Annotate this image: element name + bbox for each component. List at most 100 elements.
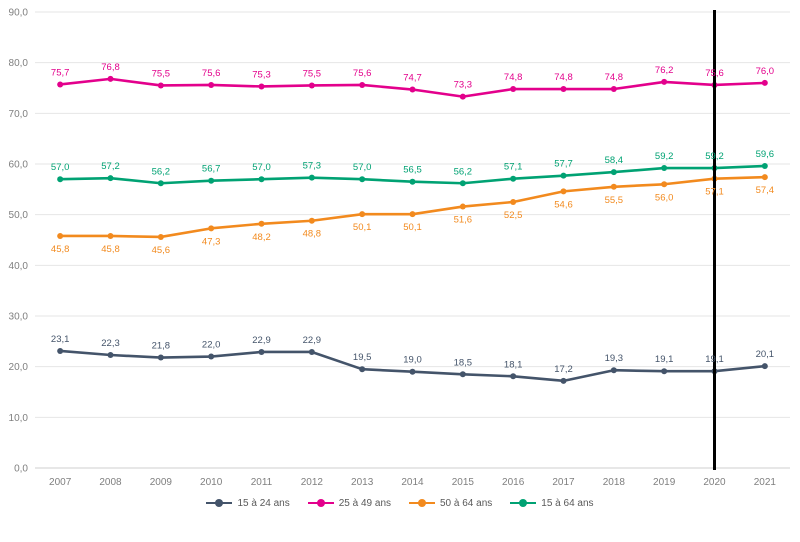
x-tick-label: 2020	[703, 477, 726, 488]
x-tick-label: 2014	[401, 477, 424, 488]
series-1-data-label: 17,2	[554, 364, 573, 375]
series-4-data-label: 57,2	[101, 161, 120, 172]
series-4-data-label: 58,4	[605, 155, 624, 166]
legend-item-2: 25 à 49 ans	[307, 498, 391, 509]
x-tick-label: 2010	[200, 477, 223, 488]
series-3-point	[610, 183, 617, 190]
series-3-point	[761, 174, 768, 181]
series-2-point	[761, 79, 768, 86]
series-3-point	[308, 217, 315, 224]
series-1-point	[57, 347, 64, 354]
y-tick-label: 70,0	[9, 109, 29, 120]
series-2-point	[560, 86, 567, 93]
x-tick-label: 2011	[251, 477, 273, 488]
series-1-point	[157, 354, 164, 361]
series-3-data-label: 47,3	[202, 236, 221, 247]
series-4-point	[308, 174, 315, 181]
y-tick-label: 40,0	[9, 261, 29, 272]
series-3-data-label: 50,1	[403, 222, 422, 233]
series-4-point	[208, 177, 215, 184]
series-2-point	[157, 82, 164, 89]
series-3-data-label: 51,6	[454, 215, 473, 226]
series-2-point	[57, 81, 64, 88]
series-3-point	[107, 232, 114, 239]
series-1-point	[510, 373, 517, 380]
series-1-point	[761, 363, 768, 370]
series-3-data-label: 56,0	[655, 192, 674, 203]
series-1-point	[107, 352, 114, 359]
legend-swatch	[307, 499, 334, 507]
series-4-data-label: 59,2	[655, 151, 674, 162]
series-4-data-label: 56,2	[152, 166, 171, 177]
series-4-data-label: 59,6	[756, 149, 775, 160]
series-2-data-label: 75,5	[152, 68, 171, 79]
series-2-point	[661, 78, 668, 85]
legend-label: 15 à 24 ans	[237, 497, 290, 509]
series-1-data-label: 19,1	[705, 354, 724, 365]
series-1-point	[610, 367, 617, 374]
series-2-point	[409, 86, 416, 93]
series-2-point	[359, 81, 366, 88]
series-1-data-label: 23,1	[51, 334, 70, 345]
series-2-data-label: 75,6	[202, 68, 221, 79]
series-3-point	[157, 233, 164, 240]
x-tick-label: 2015	[452, 477, 475, 488]
series-3-data-label: 57,1	[705, 187, 724, 198]
series-2-data-label: 76,8	[101, 62, 120, 73]
series-1-data-label: 19,1	[655, 354, 674, 365]
y-tick-label: 60,0	[9, 160, 29, 171]
series-3-point	[208, 225, 215, 232]
series-4-data-label: 57,3	[303, 161, 322, 172]
series-4-data-label: 59,2	[705, 151, 724, 162]
series-3-point	[409, 211, 416, 218]
series-1-data-label: 22,9	[303, 335, 322, 346]
series-4-data-label: 57,0	[252, 162, 271, 173]
series-1-data-label: 19,0	[403, 355, 422, 366]
series-1-data-label: 18,1	[504, 359, 523, 370]
legend-item-4: 15 à 64 ans	[510, 498, 594, 509]
series-3-data-label: 48,8	[303, 229, 322, 240]
legend-item-1: 15 à 24 ans	[206, 497, 290, 509]
y-tick-label: 80,0	[9, 58, 29, 69]
series-3-data-label: 48,2	[252, 232, 271, 243]
series-2-data-label: 74,7	[403, 73, 422, 84]
legend-label: 50 à 64 ans	[440, 497, 493, 509]
series-2-point	[308, 82, 315, 89]
series-4-point	[359, 176, 366, 183]
series-1-point	[308, 348, 315, 355]
series-4-point	[258, 176, 265, 183]
series-2-data-label: 74,8	[605, 72, 624, 83]
x-tick-label: 2017	[552, 477, 575, 488]
legend-swatch	[206, 499, 233, 507]
series-4-point	[560, 172, 567, 179]
series-4-data-label: 56,7	[202, 164, 221, 175]
y-tick-label: 10,0	[9, 413, 29, 424]
series-3-point	[560, 188, 567, 195]
series-2-point	[459, 93, 466, 100]
series-2-data-label: 73,3	[454, 80, 473, 91]
chart-legend: 15 à 24 ans 25 à 49 ans 50 à 64 ans 15 à 64…	[0, 496, 800, 509]
series-2-data-label: 75,3	[252, 69, 271, 80]
series-1-point	[208, 353, 215, 360]
series-4-point	[107, 175, 114, 182]
series-2-point	[610, 86, 617, 93]
series-2-data-label: 74,8	[554, 72, 573, 83]
series-4-point	[157, 180, 164, 187]
series-4-point	[610, 169, 617, 176]
series-2-point	[510, 86, 517, 93]
series-3-data-label: 50,1	[353, 222, 372, 233]
series-4-point	[57, 176, 64, 183]
series-2-data-label: 76,2	[655, 65, 674, 76]
series-3-data-label: 52,5	[504, 210, 523, 221]
series-1-data-label: 20,1	[756, 349, 775, 360]
series-1-data-label: 22,0	[202, 340, 221, 351]
x-tick-label: 2021	[754, 477, 777, 488]
series-1-point	[258, 348, 265, 355]
series-2-point	[258, 83, 265, 90]
series-1-point	[560, 377, 567, 384]
series-4-data-label: 56,5	[403, 165, 422, 176]
legend-swatch	[409, 499, 435, 507]
series-1-point	[359, 366, 366, 373]
series-2-data-label: 75,7	[51, 67, 70, 78]
